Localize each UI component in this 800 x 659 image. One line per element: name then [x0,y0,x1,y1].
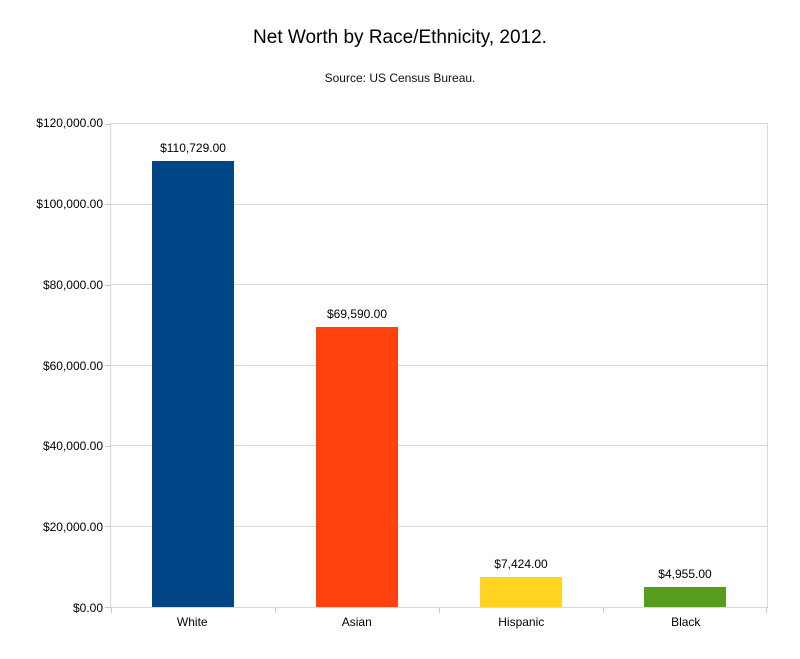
x-axis-tick [438,607,440,613]
bar-value-label: $4,955.00 [658,567,712,582]
x-axis: White Asian Hispanic Black [110,615,768,635]
gridline [111,364,767,366]
bar [644,587,726,607]
y-axis-tick [105,284,111,286]
chart-title: Net Worth by Race/Ethnicity, 2012. [253,27,547,48]
x-axis-tick [274,607,276,613]
y-axis-tick [105,123,111,125]
gridline [111,284,767,286]
y-axis-tick [105,606,111,608]
gridline [111,445,767,447]
category-label: White [176,615,208,629]
plot-area: $110,729.00 $69,590.00 $7,424.00 $4,955.00 [105,123,768,613]
y-axis: $0.00 $20,000.00 $40,000.00 $60,000.00 $80,0… [0,116,103,615]
y-axis-tick [105,204,111,205]
x-axis-tick [766,607,767,613]
y-tick-label: $100,000.00 [36,196,103,211]
bar-value-label: $69,590.00 [326,306,388,321]
y-tick-label: $20,000.00 [42,520,103,535]
bar-value-label: $7,424.00 [494,557,548,572]
x-axis-tick [111,607,112,613]
y-tick-label: $80,000.00 [42,277,103,292]
y-tick-label: $60,000.00 [42,358,103,373]
y-tick-label: $120,000.00 [36,116,103,130]
y-axis-tick [105,445,111,447]
category-label: Black [671,615,701,629]
bar-value-label: $110,729.00 [160,141,226,156]
bar [152,161,234,607]
gridline [111,203,767,205]
bar [480,577,562,607]
bar [316,326,398,607]
y-tick-label: $0.00 [72,601,103,615]
x-axis-tick [602,607,604,613]
chart-subtitle: Source: US Census Bureau. [324,71,476,85]
y-axis-tick [105,526,111,528]
category-label: Asian [341,615,372,629]
gridline [111,525,767,527]
category-label: Hispanic [498,615,545,629]
y-axis-tick [105,365,111,366]
y-tick-label: $40,000.00 [42,439,103,454]
